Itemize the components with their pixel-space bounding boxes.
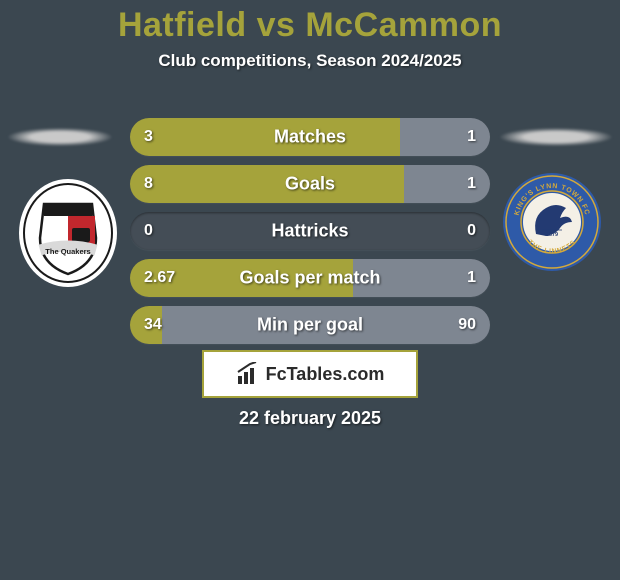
stat-bar-right-value: 1 xyxy=(467,128,476,146)
stat-bar-left-value: 3 xyxy=(144,128,153,146)
stat-bar-left-value: 2.67 xyxy=(144,269,175,287)
svg-text:1879: 1879 xyxy=(546,232,558,238)
stat-bar-label: Hattricks xyxy=(130,221,490,242)
stat-bar: Matches3 1 xyxy=(130,118,490,156)
stat-bar-left-value: 34 xyxy=(144,316,162,334)
team-crest-right: KING'S LYNN TOWN FC THE LINNETS 1879 xyxy=(502,172,602,272)
stat-bar-label: Goals per match xyxy=(130,268,490,289)
team-crest-left: The Quakers xyxy=(18,178,118,288)
stat-bar-right-value: 1 xyxy=(467,175,476,193)
stat-bar-left-value: 8 xyxy=(144,175,153,193)
brand-box[interactable]: FcTables.com xyxy=(202,350,418,398)
stat-bar-label: Matches xyxy=(130,127,490,148)
shadow-left xyxy=(8,128,112,146)
stat-bar: Goals per match2.67 1 xyxy=(130,259,490,297)
page-title: Hatfield vs McCammon xyxy=(0,0,620,45)
stat-bar: Goals8 1 xyxy=(130,165,490,203)
brand-text: FcTables.com xyxy=(266,364,385,385)
chart-icon xyxy=(236,362,260,386)
stat-bar-label: Goals xyxy=(130,174,490,195)
stat-bar-right-value: 1 xyxy=(467,269,476,287)
svg-text:The Quakers: The Quakers xyxy=(45,247,90,256)
stat-bar: Min per goal34 90 xyxy=(130,306,490,344)
stat-bar-left-value: 0 xyxy=(144,222,153,240)
subtitle: Club competitions, Season 2024/2025 xyxy=(0,51,620,71)
shadow-right xyxy=(500,128,612,146)
stat-bar-right-value: 0 xyxy=(467,222,476,240)
footer-date: 22 february 2025 xyxy=(0,408,620,429)
stat-bar-right-value: 90 xyxy=(458,316,476,334)
stat-bar-label: Min per goal xyxy=(130,315,490,336)
comparison-bars: Matches31Goals81Hattricks00Goals per mat… xyxy=(130,118,490,353)
stat-bar: Hattricks0 0 xyxy=(130,212,490,250)
